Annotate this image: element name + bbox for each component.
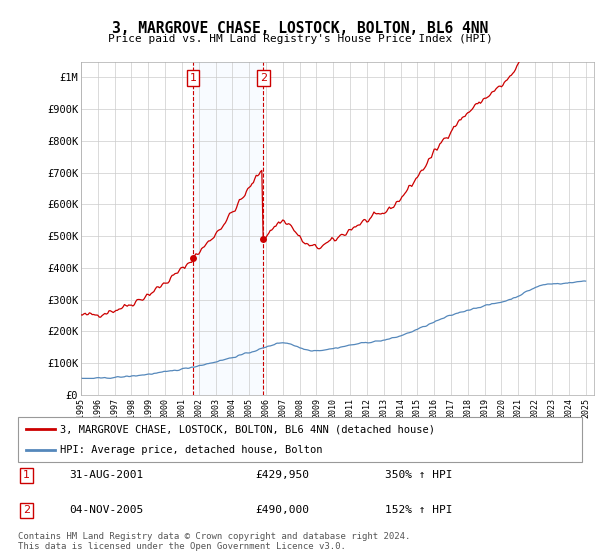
Text: Contains HM Land Registry data © Crown copyright and database right 2024.
This d: Contains HM Land Registry data © Crown c… xyxy=(18,532,410,552)
Text: 04-NOV-2005: 04-NOV-2005 xyxy=(69,505,143,515)
Text: Price paid vs. HM Land Registry's House Price Index (HPI): Price paid vs. HM Land Registry's House … xyxy=(107,34,493,44)
Text: 1: 1 xyxy=(190,73,197,83)
Text: 3, MARGROVE CHASE, LOSTOCK, BOLTON, BL6 4NN (detached house): 3, MARGROVE CHASE, LOSTOCK, BOLTON, BL6 … xyxy=(60,424,436,435)
Text: 1: 1 xyxy=(23,470,30,480)
Text: 350% ↑ HPI: 350% ↑ HPI xyxy=(385,470,452,480)
Text: 3, MARGROVE CHASE, LOSTOCK, BOLTON, BL6 4NN: 3, MARGROVE CHASE, LOSTOCK, BOLTON, BL6 … xyxy=(112,21,488,36)
Text: 31-AUG-2001: 31-AUG-2001 xyxy=(69,470,143,480)
Text: HPI: Average price, detached house, Bolton: HPI: Average price, detached house, Bolt… xyxy=(60,445,323,455)
FancyBboxPatch shape xyxy=(18,417,582,462)
Text: £429,950: £429,950 xyxy=(255,470,309,480)
Text: 2: 2 xyxy=(23,505,30,515)
Bar xyxy=(193,62,263,395)
Text: 2: 2 xyxy=(260,73,267,83)
Text: £490,000: £490,000 xyxy=(255,505,309,515)
Text: 152% ↑ HPI: 152% ↑ HPI xyxy=(385,505,452,515)
